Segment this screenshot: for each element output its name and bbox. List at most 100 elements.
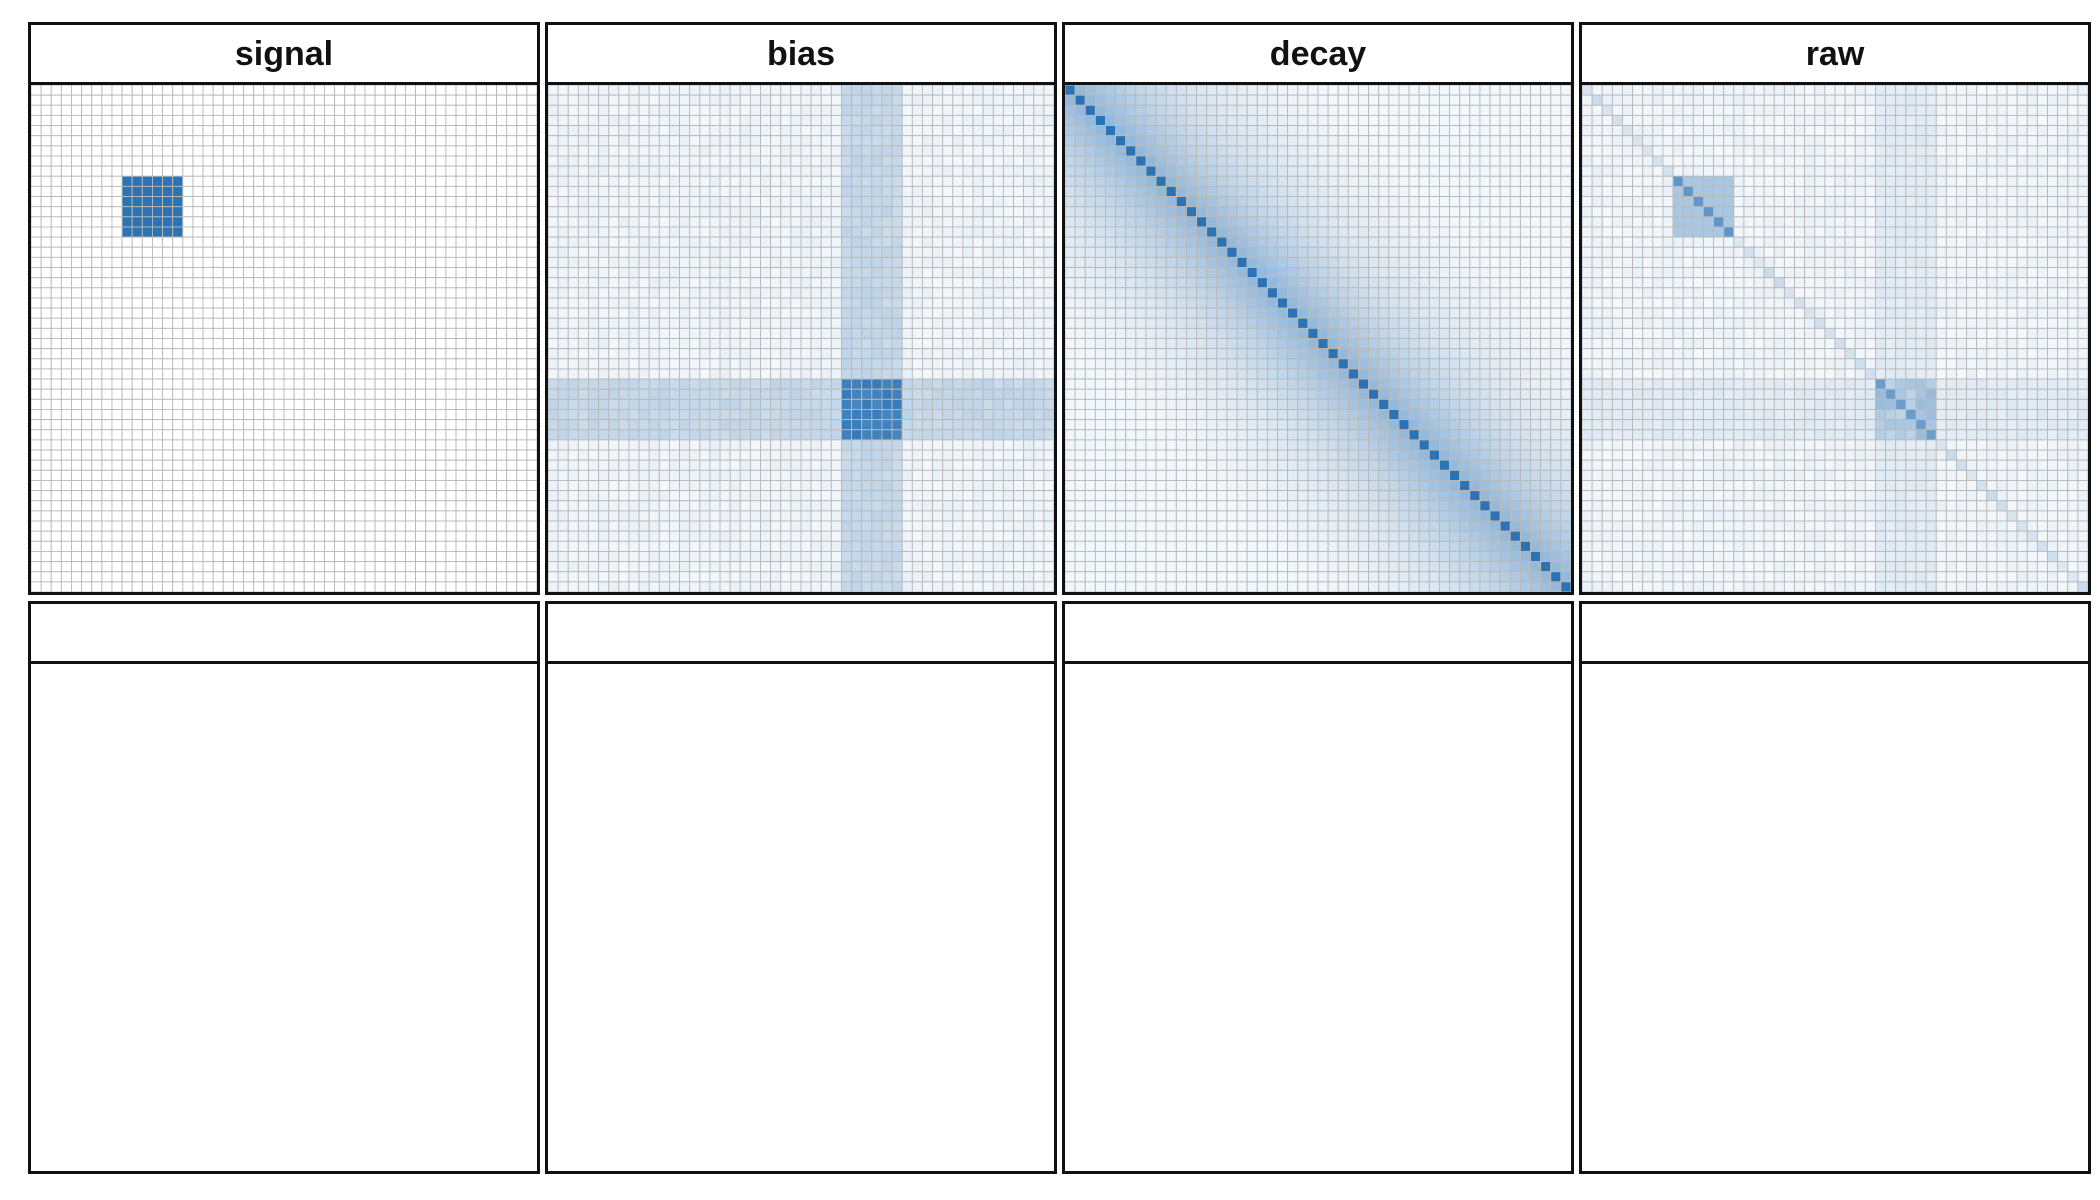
- heatmap-cell: [992, 327, 1004, 339]
- heatmap-cell: [618, 571, 630, 583]
- heatmap-cell: [972, 307, 984, 319]
- heatmap-cell: [668, 530, 681, 542]
- heatmap-cell: [141, 358, 153, 370]
- heatmap-cell: [861, 409, 873, 421]
- heatmap-cell: [243, 550, 255, 563]
- heatmap-cell: [1002, 236, 1014, 248]
- heatmap-cell: [608, 540, 620, 552]
- heatmap-cell: [121, 419, 133, 431]
- heatmap-cell: [567, 520, 579, 532]
- heatmap-cell: [253, 327, 265, 339]
- heatmap-cell: [972, 297, 984, 309]
- heatmap-cell: [780, 85, 792, 96]
- heatmap-cell: [516, 449, 528, 461]
- heatmap-cell: [60, 338, 72, 350]
- heatmap-cell: [881, 125, 893, 137]
- heatmap-cell: [608, 419, 620, 431]
- heatmap-cell: [972, 114, 984, 127]
- heatmap-cell: [658, 338, 670, 350]
- heatmap-cell: [141, 449, 153, 461]
- heatmap-cell: [415, 439, 427, 451]
- heatmap-cell: [800, 246, 812, 258]
- heatmap-cell: [1043, 398, 1054, 410]
- heatmap-cell: [50, 206, 62, 218]
- heatmap-cell: [729, 125, 741, 137]
- heatmap-cell: [921, 267, 934, 279]
- heatmap-cell: [121, 439, 133, 451]
- heatmap-cell: [506, 388, 518, 400]
- heatmap-cell: [567, 490, 579, 502]
- heatmap-cell: [790, 185, 802, 197]
- heatmap-cell: [810, 135, 822, 147]
- heatmap-cell: [404, 165, 417, 177]
- heatmap-cell: [992, 571, 1004, 583]
- heatmap-cell: [830, 155, 842, 167]
- heatmap-cell: [689, 409, 701, 421]
- heatmap-cell: [283, 449, 295, 461]
- heatmap-cell: [739, 378, 751, 390]
- heatmap-cell: [567, 540, 579, 552]
- heatmap-cell: [891, 561, 903, 573]
- heatmap-cell: [982, 256, 994, 268]
- heatmap-cell: [60, 277, 72, 289]
- heatmap-cell: [101, 571, 113, 583]
- heatmap-cell: [942, 114, 954, 127]
- heatmap-cell: [496, 297, 508, 309]
- heatmap-cell: [820, 561, 832, 573]
- heatmap-cell: [689, 358, 701, 370]
- heatmap-cell: [101, 196, 113, 208]
- heatmap-cell: [40, 277, 52, 289]
- heatmap-cell: [972, 287, 984, 299]
- heatmap-cell: [293, 216, 305, 228]
- heatmap-cell: [404, 358, 417, 370]
- heatmap-cell: [202, 561, 214, 573]
- heatmap-cell: [658, 256, 670, 268]
- heatmap-cell: [780, 256, 792, 268]
- heatmap-cell: [212, 287, 224, 299]
- heatmap-cell: [141, 277, 153, 289]
- heatmap-cell: [608, 338, 620, 350]
- heatmap-cell: [628, 398, 640, 410]
- heatmap-cell: [881, 307, 893, 319]
- heatmap-cell: [263, 256, 275, 268]
- heatmap-cell: [810, 165, 822, 177]
- heatmap-cell: [232, 469, 244, 481]
- heatmap-cell: [962, 439, 974, 451]
- heatmap-cell: [709, 561, 721, 573]
- heatmap-cell: [81, 85, 93, 96]
- heatmap-cell: [851, 449, 863, 461]
- heatmap-cell: [445, 327, 457, 339]
- heatmap-cell: [455, 358, 467, 370]
- heatmap-cell: [344, 175, 356, 187]
- heatmap-cell: [749, 358, 761, 370]
- heatmap-cell: [232, 125, 244, 137]
- heatmap-cell: [364, 216, 376, 228]
- heatmap-cell: [455, 114, 467, 127]
- heatmap-cell: [861, 530, 873, 542]
- heatmap-cell: [91, 459, 103, 471]
- heatmap-cell: [780, 236, 792, 248]
- heatmap-cell: [638, 267, 650, 279]
- heatmap-cell: [982, 490, 994, 502]
- heatmap-cell: [830, 459, 842, 471]
- heatmap-cell: [1043, 155, 1054, 167]
- heatmap-cell: [151, 419, 164, 431]
- heatmap-cell: [598, 500, 610, 512]
- heatmap-cell: [496, 226, 508, 238]
- heatmap-cell: [506, 175, 518, 187]
- heatmap-cell: [800, 510, 812, 522]
- heatmap-cell: [50, 449, 62, 461]
- heatmap-cell: [608, 490, 620, 502]
- heatmap-cell: [618, 277, 630, 289]
- heatmap-cell: [820, 135, 832, 147]
- heatmap-cell: [548, 378, 559, 390]
- heatmap-cell: [932, 561, 944, 573]
- heatmap-cell: [182, 125, 194, 137]
- heatmap-cell: [921, 246, 934, 258]
- heatmap-cell: [40, 94, 52, 106]
- heatmap-cell: [861, 135, 873, 147]
- heatmap-cell: [253, 297, 265, 309]
- heatmap-cell: [648, 256, 660, 268]
- heatmap-cell: [648, 338, 660, 350]
- heatmap-cell: [253, 409, 265, 421]
